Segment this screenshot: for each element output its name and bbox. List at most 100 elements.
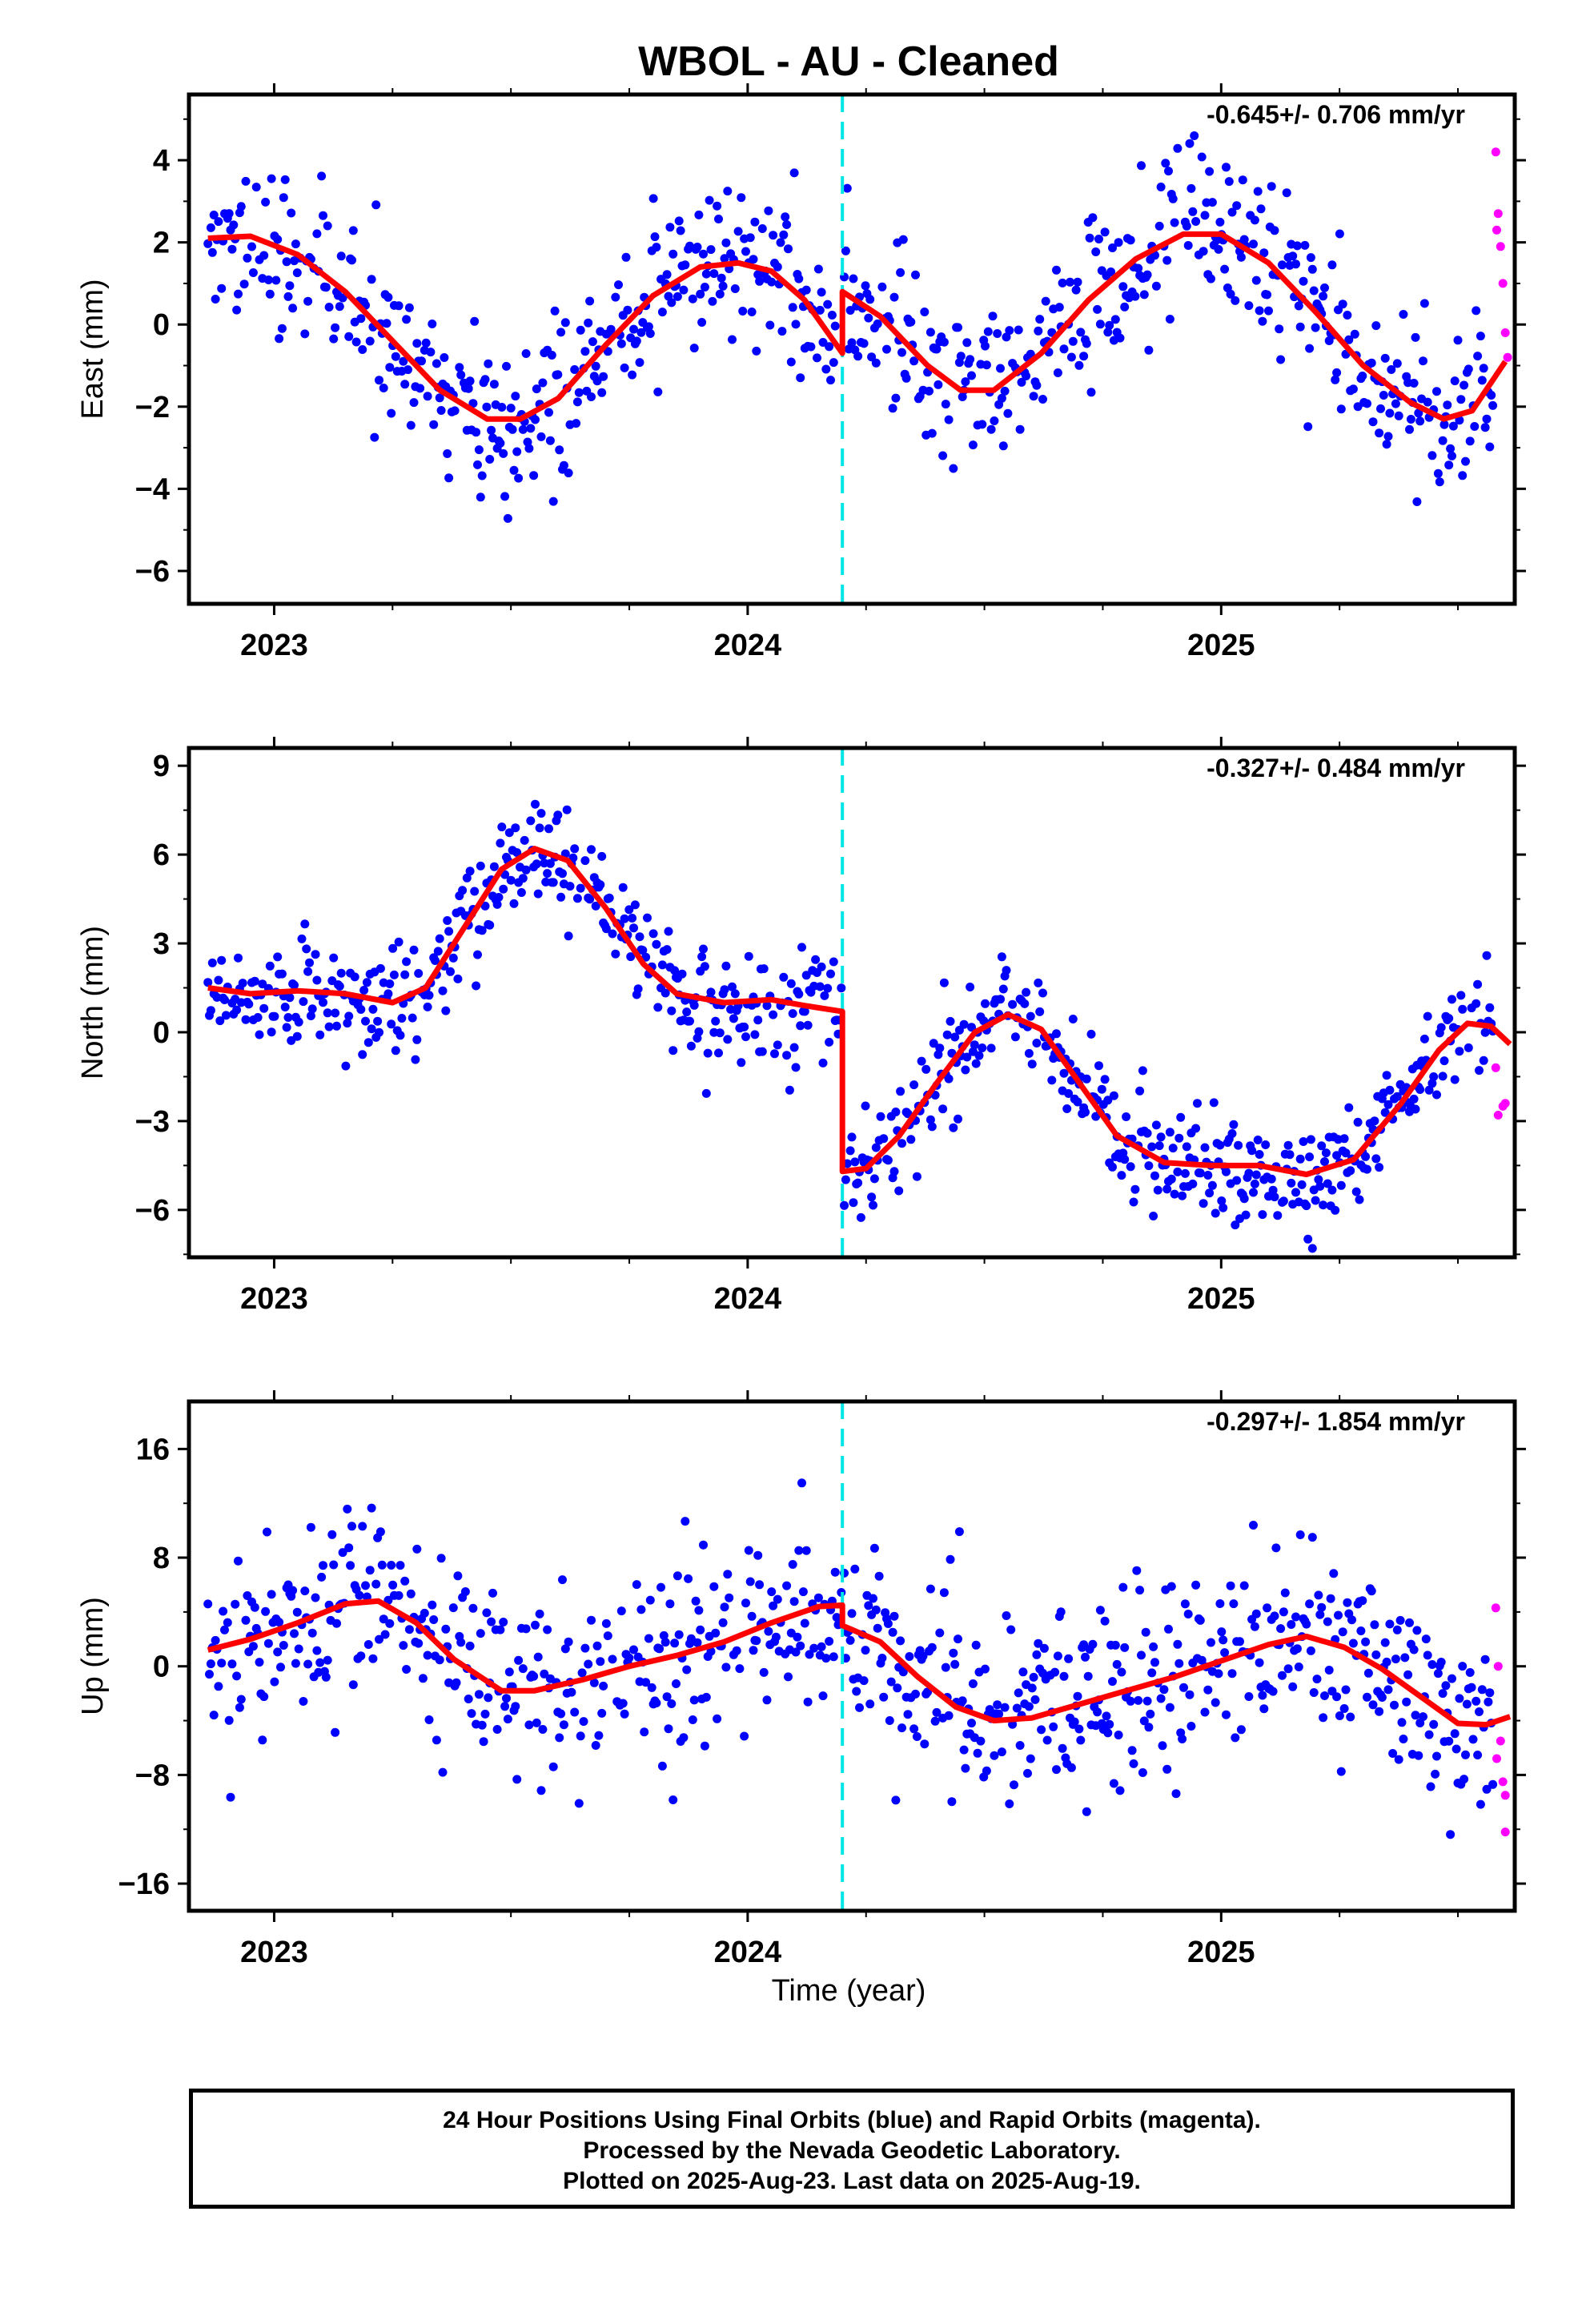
final-orbit-point	[1108, 243, 1117, 252]
final-orbit-point	[536, 809, 546, 818]
final-orbit-point	[1414, 1751, 1423, 1760]
final-orbit-point	[1259, 248, 1269, 258]
final-orbit-point	[432, 359, 441, 368]
final-orbit-point	[897, 1723, 906, 1733]
final-orbit-point	[1414, 408, 1423, 418]
final-orbit-point	[944, 1711, 954, 1720]
final-orbit-point	[896, 1636, 905, 1646]
y-tick-label: −6	[135, 555, 170, 589]
final-orbit-point	[358, 345, 367, 354]
final-orbit-point	[759, 1667, 769, 1677]
final-orbit-point	[806, 342, 816, 352]
final-orbit-point	[679, 285, 689, 295]
final-orbit-point	[553, 810, 563, 820]
final-orbit-point	[601, 924, 611, 934]
final-orbit-point	[1059, 1068, 1069, 1078]
final-orbit-point	[473, 950, 482, 959]
final-orbit-point	[1217, 1627, 1227, 1637]
final-orbit-point	[548, 1762, 558, 1771]
final-orbit-point	[1150, 1658, 1159, 1667]
final-orbit-point	[1059, 344, 1069, 354]
x-tick-label: 2023	[240, 1936, 308, 1969]
final-orbit-point	[1347, 1615, 1356, 1625]
final-orbit-point	[509, 899, 519, 908]
final-orbit-point	[1190, 131, 1199, 140]
final-orbit-point	[521, 349, 531, 358]
final-orbit-point	[241, 176, 251, 186]
final-orbit-point	[1324, 1666, 1334, 1675]
final-orbit-point	[1423, 1651, 1432, 1660]
y-tick-label: 16	[136, 1433, 170, 1466]
final-orbit-point	[1235, 1637, 1244, 1647]
final-orbit-point	[251, 183, 261, 192]
final-orbit-point	[744, 1546, 753, 1555]
final-orbit-point	[1382, 1071, 1391, 1080]
final-orbit-point	[930, 1716, 940, 1726]
final-orbit-point	[1436, 1658, 1446, 1667]
final-orbit-point	[472, 981, 481, 991]
final-orbit-point	[1178, 1191, 1187, 1200]
final-orbit-point	[1311, 323, 1320, 332]
final-orbit-point	[652, 939, 661, 949]
final-orbit-point	[1306, 1646, 1315, 1655]
y-tick-label: −16	[118, 1868, 170, 1901]
final-orbit-point	[1358, 1596, 1367, 1606]
final-orbit-point	[682, 1007, 692, 1017]
final-orbit-point	[990, 1751, 999, 1760]
final-orbit-point	[285, 993, 295, 1003]
final-orbit-point	[224, 1715, 234, 1725]
final-orbit-point	[1211, 1208, 1220, 1218]
final-orbit-point	[1278, 260, 1287, 270]
final-orbit-point	[762, 1695, 772, 1705]
final-orbit-point	[487, 425, 496, 435]
final-orbit-point	[1279, 1196, 1288, 1206]
final-orbit-point	[800, 1618, 809, 1628]
final-orbit-point	[1482, 951, 1492, 960]
final-orbit-point	[1283, 1664, 1293, 1674]
final-orbit-point	[611, 292, 620, 302]
final-orbit-point	[538, 1725, 548, 1734]
final-orbit-point	[864, 1601, 873, 1610]
final-orbit-point	[1295, 1154, 1305, 1164]
final-orbit-point	[1367, 1586, 1376, 1596]
final-orbit-point	[745, 1577, 755, 1586]
final-orbit-point	[443, 916, 452, 925]
final-orbit-point	[283, 1013, 293, 1022]
final-orbit-point	[664, 927, 673, 936]
rapid-orbit-point	[1493, 209, 1503, 219]
final-orbit-point	[830, 1567, 840, 1577]
plot-frame	[187, 1399, 1517, 1913]
final-orbit-point	[1026, 1011, 1035, 1021]
final-orbit-point	[516, 888, 526, 897]
final-orbit-point	[889, 1611, 899, 1621]
final-orbit-point	[796, 1021, 805, 1031]
final-orbit-point	[1142, 270, 1152, 279]
final-orbit-point	[1147, 1668, 1157, 1678]
final-orbit-point	[974, 1051, 984, 1060]
final-orbit-point	[917, 1056, 926, 1066]
final-orbit-point	[327, 1530, 337, 1539]
final-orbit-point	[741, 1032, 750, 1042]
final-orbit-point	[1188, 207, 1198, 216]
final-orbit-point	[467, 1709, 476, 1719]
y-tick-label: −3	[135, 1105, 170, 1139]
final-orbit-point	[879, 1134, 889, 1144]
final-orbit-point	[767, 277, 777, 287]
final-orbit-point	[1024, 1702, 1034, 1711]
final-orbit-point	[749, 1646, 758, 1655]
final-orbit-point	[764, 1626, 773, 1636]
final-orbit-point	[1435, 477, 1444, 487]
final-orbit-point	[871, 1605, 881, 1614]
final-orbit-point	[813, 264, 823, 274]
rapid-orbit-point	[1500, 1099, 1510, 1108]
final-orbit-point	[1151, 1120, 1161, 1130]
final-orbit-point	[898, 235, 908, 244]
final-orbit-point	[243, 253, 252, 263]
final-orbit-point	[818, 1691, 828, 1701]
final-orbit-point	[423, 1002, 432, 1011]
final-orbit-point	[659, 1630, 669, 1640]
final-orbit-point	[818, 1058, 828, 1068]
final-orbit-point	[753, 1015, 763, 1025]
final-orbit-point	[206, 223, 215, 232]
final-orbit-point	[416, 384, 425, 393]
